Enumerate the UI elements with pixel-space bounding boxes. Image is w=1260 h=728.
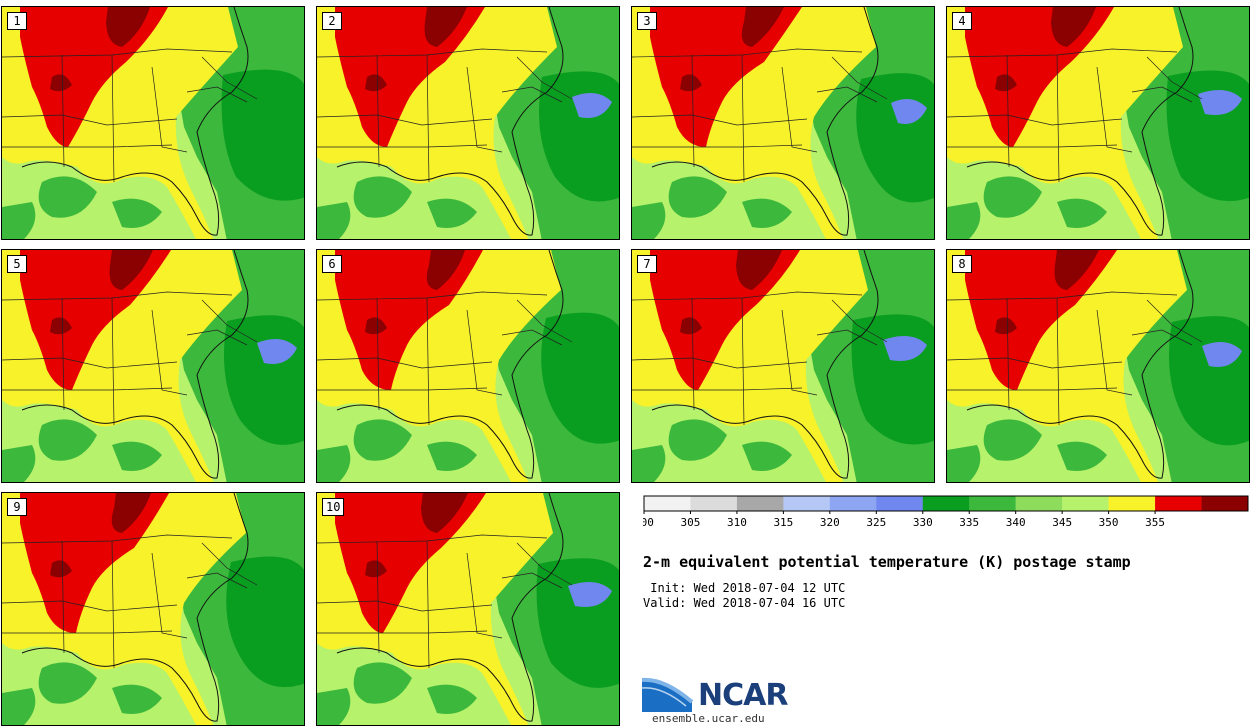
colorbar-swatch [690, 496, 738, 511]
panel-number: 10 [322, 498, 345, 516]
panel-number: 7 [637, 255, 657, 273]
map-panel-2: 2 [316, 6, 620, 240]
colorbar-swatch [1015, 496, 1063, 511]
panel-number: 8 [952, 255, 972, 273]
colorbar-swatch [1201, 496, 1249, 511]
map-panel-9: 9 [1, 492, 305, 726]
map-svg [632, 7, 934, 239]
map-panel-5: 5 [1, 249, 305, 483]
colorbar-tick-label: 355 [1145, 516, 1165, 529]
colorbar-tick-label: 300 [643, 516, 654, 529]
colorbar-tick-label: 305 [681, 516, 701, 529]
colorbar-swatch [969, 496, 1016, 511]
colorbar-tick-label: 325 [866, 516, 886, 529]
map-panel-3: 3 [631, 6, 935, 240]
panel-number: 6 [322, 255, 342, 273]
panel-number: 9 [7, 498, 27, 516]
valid-time: Valid: Wed 2018-07-04 16 UTC [643, 596, 846, 610]
colorbar-tick-label: 350 [1099, 516, 1119, 529]
panel-number: 1 [7, 12, 27, 30]
colorbar-swatch [876, 496, 923, 511]
colorbar-swatch [1108, 496, 1156, 511]
map-panel-6: 6 [316, 249, 620, 483]
ncar-logo-icon [642, 672, 694, 712]
map-panel-8: 8 [946, 249, 1250, 483]
map-panel-7: 7 [631, 249, 935, 483]
colorbar-tick-label: 330 [913, 516, 933, 529]
panel-number: 4 [952, 12, 972, 30]
map-svg [2, 250, 304, 482]
map-panel-10: 10 [316, 492, 620, 726]
panel-number: 5 [7, 255, 27, 273]
colorbar-swatch [736, 496, 784, 511]
colorbar: 300 305 310 315 320 325 330 335 340 345 350 355 [643, 495, 1249, 529]
colorbar-swatch [783, 496, 831, 511]
colorbar-tick-label: 335 [959, 516, 979, 529]
colorbar-tick-label: 340 [1006, 516, 1026, 529]
panel-number: 2 [322, 12, 342, 30]
init-time: Init: Wed 2018-07-04 12 UTC [643, 581, 846, 595]
map-svg [317, 493, 619, 725]
colorbar-tick-label: 345 [1052, 516, 1072, 529]
chart-title: 2-m equivalent potential temperature (K)… [643, 553, 1131, 571]
colorbar-swatch [1062, 496, 1109, 511]
map-svg [317, 7, 619, 239]
map-panel-1: 1 [1, 6, 305, 240]
map-svg [317, 250, 619, 482]
colorbar-tick-label: 315 [773, 516, 793, 529]
logo-name: NCAR [698, 678, 788, 713]
colorbar-swatch [1155, 496, 1202, 511]
map-svg [947, 250, 1249, 482]
map-panel-4: 4 [946, 6, 1250, 240]
colorbar-tick-label: 310 [727, 516, 747, 529]
map-svg [2, 7, 304, 239]
map-svg [2, 493, 304, 725]
colorbar-swatch [644, 496, 691, 511]
colorbar-swatch [829, 496, 877, 511]
colorbar-swatch [922, 496, 970, 511]
panel-number: 3 [637, 12, 657, 30]
map-svg [632, 250, 934, 482]
logo-url: ensemble.ucar.edu [652, 712, 765, 725]
map-svg [947, 7, 1249, 239]
colorbar-tick-label: 320 [820, 516, 840, 529]
